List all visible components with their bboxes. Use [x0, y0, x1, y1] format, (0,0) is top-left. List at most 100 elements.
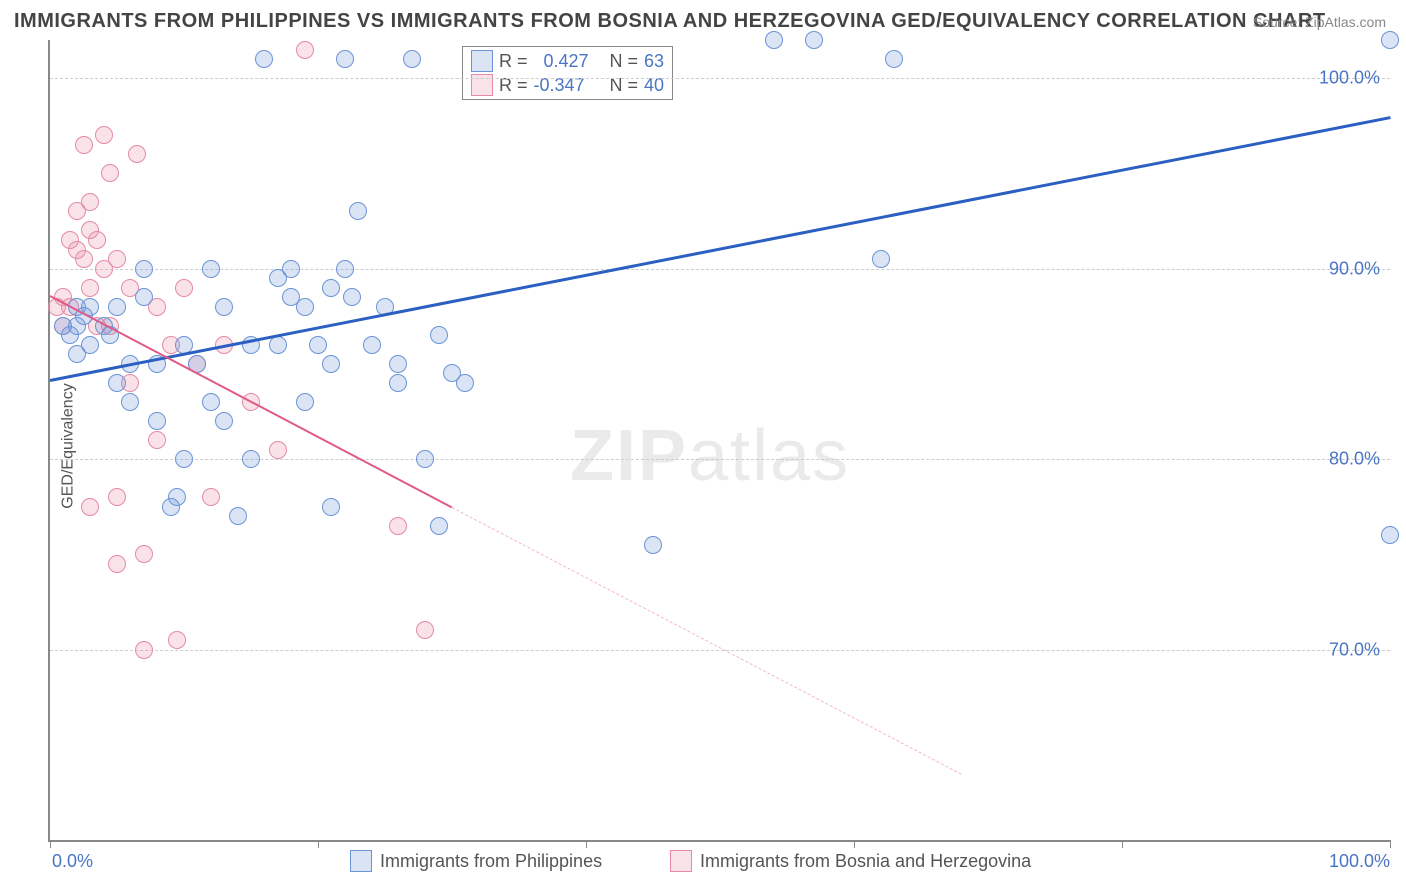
- data-point-bosnia: [95, 126, 113, 144]
- watermark-light: atlas: [688, 416, 850, 496]
- data-point-philippines: [389, 355, 407, 373]
- data-point-philippines: [148, 412, 166, 430]
- legend-row-philippines: R = 0.427 N = 63: [471, 49, 664, 73]
- series-label-bosnia: Immigrants from Bosnia and Herzegovina: [700, 851, 1031, 872]
- data-point-bosnia: [416, 621, 434, 639]
- data-point-philippines: [322, 498, 340, 516]
- data-point-philippines: [336, 260, 354, 278]
- data-point-philippines: [175, 450, 193, 468]
- data-point-bosnia: [88, 231, 106, 249]
- data-point-philippines: [229, 507, 247, 525]
- data-point-philippines: [202, 393, 220, 411]
- source-value: ZipAtlas.com: [1305, 14, 1386, 30]
- gridline: [50, 650, 1390, 651]
- chart-title: IMMIGRANTS FROM PHILIPPINES VS IMMIGRANT…: [14, 10, 1326, 33]
- data-point-bosnia: [108, 555, 126, 573]
- gridline: [50, 269, 1390, 270]
- data-point-philippines: [430, 326, 448, 344]
- data-point-philippines: [349, 202, 367, 220]
- source-label: Source:: [1253, 14, 1305, 30]
- watermark-bold: ZIP: [570, 416, 688, 496]
- x-tick: [854, 840, 855, 848]
- data-point-philippines: [168, 488, 186, 506]
- data-point-philippines: [121, 393, 139, 411]
- trend-line: [50, 116, 1391, 382]
- r-label: R =: [499, 51, 528, 72]
- data-point-philippines: [322, 355, 340, 373]
- data-point-philippines: [135, 288, 153, 306]
- data-point-bosnia: [75, 250, 93, 268]
- data-point-bosnia: [135, 641, 153, 659]
- data-point-philippines: [215, 298, 233, 316]
- data-point-bosnia: [108, 488, 126, 506]
- n-value-philippines: 63: [644, 51, 664, 72]
- data-point-philippines: [805, 31, 823, 49]
- data-point-bosnia: [269, 441, 287, 459]
- swatch-philippines-icon: [350, 850, 372, 872]
- y-tick-label: 80.0%: [1329, 449, 1380, 470]
- x-tick-label: 100.0%: [1329, 851, 1390, 872]
- y-tick-label: 70.0%: [1329, 639, 1380, 660]
- data-point-philippines: [309, 336, 327, 354]
- data-point-bosnia: [81, 498, 99, 516]
- swatch-bosnia-icon: [670, 850, 692, 872]
- x-tick: [586, 840, 587, 848]
- source-credit: Source: ZipAtlas.com: [1253, 14, 1386, 30]
- r-value-philippines: 0.427: [534, 51, 604, 72]
- series-legend-bosnia: Immigrants from Bosnia and Herzegovina: [670, 850, 1031, 872]
- data-point-bosnia: [296, 41, 314, 59]
- data-point-philippines: [255, 50, 273, 68]
- watermark: ZIPatlas: [570, 415, 850, 497]
- data-point-bosnia: [202, 488, 220, 506]
- data-point-philippines: [885, 50, 903, 68]
- x-tick: [1390, 840, 1391, 848]
- data-point-philippines: [430, 517, 448, 535]
- data-point-bosnia: [128, 145, 146, 163]
- data-point-philippines: [1381, 526, 1399, 544]
- data-point-bosnia: [148, 431, 166, 449]
- y-tick-label: 100.0%: [1319, 68, 1380, 89]
- data-point-philippines: [389, 374, 407, 392]
- swatch-philippines: [471, 50, 493, 72]
- data-point-philippines: [336, 50, 354, 68]
- data-point-bosnia: [389, 517, 407, 535]
- data-point-philippines: [202, 260, 220, 278]
- plot-area: ZIPatlas R = 0.427 N = 63 R = -0.347 N =…: [48, 40, 1390, 842]
- data-point-philippines: [81, 336, 99, 354]
- n-label: N =: [610, 51, 639, 72]
- data-point-bosnia: [75, 136, 93, 154]
- data-point-philippines: [456, 374, 474, 392]
- data-point-philippines: [765, 31, 783, 49]
- data-point-bosnia: [175, 279, 193, 297]
- x-tick: [50, 840, 51, 848]
- gridline: [50, 78, 1390, 79]
- data-point-philippines: [242, 450, 260, 468]
- data-point-philippines: [1381, 31, 1399, 49]
- data-point-philippines: [108, 374, 126, 392]
- data-point-bosnia: [81, 193, 99, 211]
- data-point-bosnia: [135, 545, 153, 563]
- trend-line: [452, 507, 962, 775]
- data-point-bosnia: [108, 250, 126, 268]
- y-tick-label: 90.0%: [1329, 258, 1380, 279]
- trend-line: [50, 295, 453, 508]
- chart-container: IMMIGRANTS FROM PHILIPPINES VS IMMIGRANT…: [0, 0, 1406, 892]
- data-point-bosnia: [168, 631, 186, 649]
- data-point-philippines: [322, 279, 340, 297]
- x-tick: [1122, 840, 1123, 848]
- data-point-philippines: [403, 50, 421, 68]
- series-legend-philippines: Immigrants from Philippines: [350, 850, 602, 872]
- x-tick-label: 0.0%: [52, 851, 93, 872]
- data-point-philippines: [296, 298, 314, 316]
- data-point-philippines: [108, 298, 126, 316]
- data-point-bosnia: [101, 164, 119, 182]
- legend-row-bosnia: R = -0.347 N = 40: [471, 73, 664, 97]
- x-tick: [318, 840, 319, 848]
- data-point-philippines: [416, 450, 434, 468]
- series-label-philippines: Immigrants from Philippines: [380, 851, 602, 872]
- correlation-legend: R = 0.427 N = 63 R = -0.347 N = 40: [462, 46, 673, 100]
- data-point-philippines: [135, 260, 153, 278]
- data-point-philippines: [363, 336, 381, 354]
- data-point-bosnia: [81, 279, 99, 297]
- data-point-philippines: [296, 393, 314, 411]
